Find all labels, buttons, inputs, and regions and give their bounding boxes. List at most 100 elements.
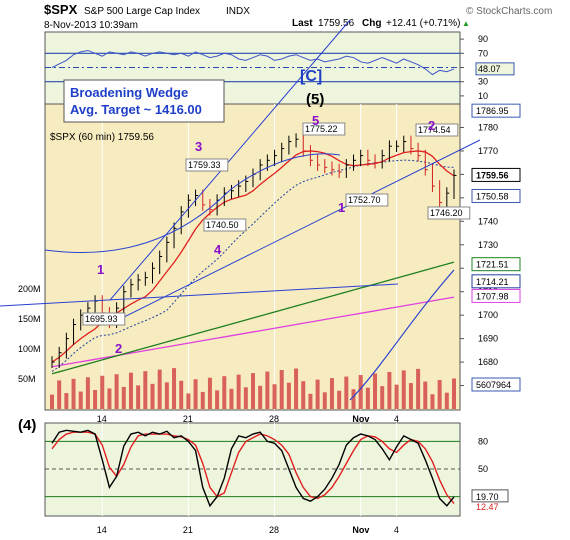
volume-bar [444, 392, 449, 409]
right-price-box [471, 377, 521, 392]
price-tick-label: 1730 [478, 240, 498, 250]
volume-bar [193, 379, 198, 409]
up-arrow-icon: ▲ [462, 19, 470, 28]
volume-bar [272, 384, 277, 409]
volume-bar [351, 389, 356, 409]
right-price-box [471, 188, 521, 203]
volume-tick-label: 150M [18, 314, 41, 324]
header-name: S&P 500 Large Cap Index [84, 6, 200, 17]
volume-bar [380, 386, 385, 409]
price-callout-label: 1695.93 [85, 314, 118, 324]
right-price-box [471, 103, 521, 118]
x-tick-label-upper: Nov [352, 414, 369, 424]
volume-bar [136, 385, 141, 409]
volume-bar [408, 383, 413, 409]
right-price-box [471, 274, 521, 289]
volume-bar [157, 369, 162, 409]
header-last-label: Last [292, 18, 313, 29]
wave-5-big-label: (5) [306, 91, 324, 108]
volume-bar [64, 393, 69, 409]
volume-bar [50, 394, 54, 409]
volume-bar [301, 381, 306, 409]
rsi-value-box [475, 62, 515, 76]
stoch-fast-line [51, 429, 455, 508]
volume-bar [265, 371, 270, 409]
volume-bar [128, 372, 133, 409]
rsi-tick-label: 70 [478, 48, 488, 58]
pattern-target: Avg. Target ~ 1416.00 [70, 102, 202, 117]
price-legend: $SPX (60 min) 1759.56 [50, 132, 154, 143]
price-tick-label: 1740 [478, 216, 498, 226]
sma-green-line [51, 261, 455, 375]
price-tick-label: 1770 [478, 146, 498, 156]
pattern-title: Broadening Wedge [70, 85, 188, 100]
volume-bar [430, 394, 435, 409]
stoch-value-label-2: 12.47 [476, 502, 499, 512]
volume-bar [423, 381, 428, 409]
volume-bar [93, 389, 98, 409]
volume-bar [100, 375, 105, 409]
right-price-box [471, 167, 521, 182]
price-panel [44, 103, 461, 411]
header-symbol: $SPX [44, 2, 78, 17]
wave-4-big-label: (4) [18, 417, 36, 434]
price-callout-label: 1746.20 [430, 208, 463, 218]
x-tick-label-upper: 4 [394, 414, 399, 424]
x-tick-label-upper: 21 [183, 414, 193, 424]
price-tick-label: 1690 [478, 334, 498, 344]
x-tick-label-lower: Nov [352, 525, 369, 535]
x-tick-label-lower: 21 [183, 525, 193, 535]
price-callout-label: 1740.50 [206, 220, 239, 230]
volume-bar [452, 378, 456, 409]
volume-bar [329, 378, 334, 409]
price-callout-label: 1775.22 [305, 124, 338, 134]
right-price-box [471, 257, 521, 272]
header-exchange: INDX [226, 6, 250, 17]
x-tick-label-upper: 28 [269, 414, 279, 424]
volume-bar [207, 377, 212, 409]
volume-bar [401, 370, 406, 409]
wave-3-label: 3 [195, 139, 202, 154]
stoch-value-box [471, 489, 509, 503]
header-chg-value: +12.41 (+0.71%) [386, 18, 461, 29]
x-tick-label-lower: 14 [97, 525, 107, 535]
volume-bar [315, 379, 320, 409]
wedge-upper-line [109, 19, 351, 301]
trend-line [117, 139, 481, 321]
rsi-tick-label: 90 [478, 34, 488, 44]
channel-upper-curve [44, 153, 341, 253]
volume-bar [373, 373, 378, 409]
x-tick-label-lower: 4 [394, 525, 399, 535]
volume-bar [365, 387, 370, 409]
volume-tick-label: 100M [18, 344, 41, 354]
wave-2a-label: 2 [115, 341, 122, 356]
wedge-lower-line [0, 283, 399, 307]
stoch-slow-line [51, 431, 455, 504]
price-callout-label: 1752.70 [348, 195, 381, 205]
volume-tick-label: 200M [18, 284, 41, 294]
volume-bar [85, 377, 90, 409]
volume-bar [172, 368, 177, 409]
wave-2b-label: 2 [428, 118, 435, 133]
volume-bar [322, 392, 327, 409]
volume-bar [387, 371, 392, 409]
volume-bar [121, 386, 126, 409]
right-price-label: 1714.21 [476, 277, 509, 287]
volume-bar [229, 388, 234, 409]
price-callout-label: 1759.33 [188, 160, 221, 170]
volume-bar [78, 391, 83, 409]
price-tick-label: 1680 [478, 357, 498, 367]
wave-4-label: 4 [214, 242, 222, 257]
rsi-line [51, 49, 455, 76]
x-tick-label-upper: 14 [97, 414, 107, 424]
right-price-label: 5607964 [476, 380, 511, 390]
header-chg-label: Chg [362, 18, 381, 29]
volume-bar [179, 380, 184, 409]
volume-bar [57, 380, 62, 409]
volume-bar [236, 374, 241, 409]
volume-bar [107, 388, 112, 409]
price-callout-box [415, 123, 459, 137]
right-price-label: 1707.98 [476, 291, 509, 301]
volume-bar [114, 374, 119, 409]
